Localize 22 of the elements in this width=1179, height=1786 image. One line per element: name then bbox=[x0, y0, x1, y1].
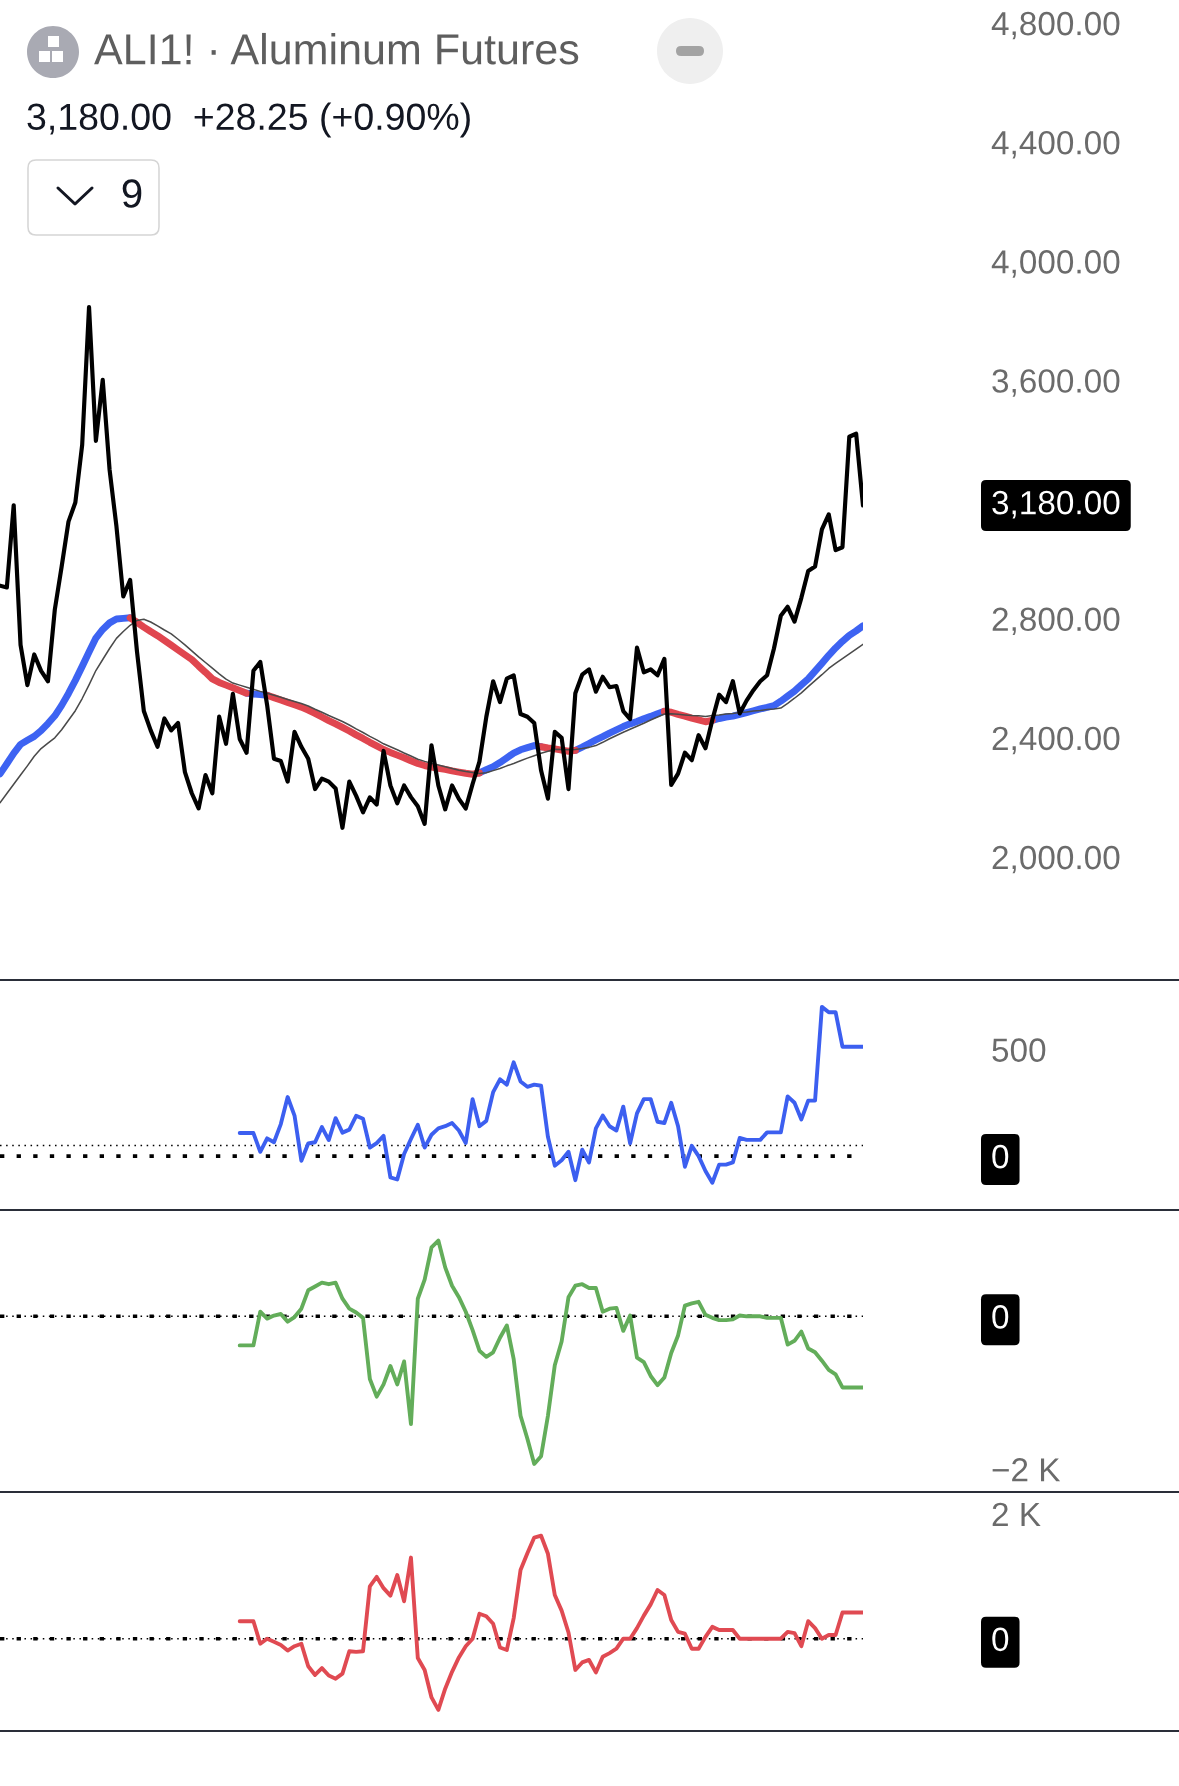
line-series bbox=[237, 1533, 863, 1712]
y-tick-label: 0 bbox=[992, 1305, 1009, 1329]
y-tick-label: −2 K bbox=[992, 1458, 1061, 1482]
text: 3,180.00 bbox=[992, 490, 1120, 519]
line-series bbox=[237, 1004, 863, 1185]
line-series bbox=[237, 1238, 863, 1466]
annotation: 9 bbox=[122, 179, 142, 208]
line-series bbox=[0, 305, 863, 830]
y-tick-label: 4,000.00 bbox=[991, 250, 1120, 278]
y-tick-label: 3,600.00 bbox=[992, 369, 1120, 397]
y-tick-label: 4,400.00 bbox=[991, 130, 1120, 159]
y-tick-label: 2,000.00 bbox=[992, 845, 1120, 874]
y-tick-label: 2,400.00 bbox=[992, 726, 1120, 755]
y-tick-label: 4,800.00 bbox=[991, 11, 1120, 40]
line-series bbox=[0, 618, 863, 804]
y-tick-label: 2 K bbox=[992, 1502, 1041, 1526]
y-tick-label: 0 bbox=[992, 1627, 1009, 1652]
text: 3,180.00 +28.25 (+0.90%) bbox=[27, 102, 470, 138]
y-tick-label: 2,800.00 bbox=[992, 607, 1120, 636]
y-tick-label: 0 bbox=[992, 1144, 1009, 1169]
chart-title: ALI1! · Aluminum Futures bbox=[94, 32, 579, 65]
y-tick-label: 500 bbox=[992, 1038, 1046, 1062]
